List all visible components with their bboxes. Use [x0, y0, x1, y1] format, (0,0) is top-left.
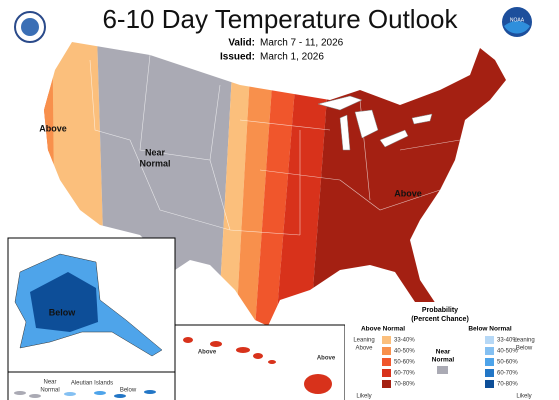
island [64, 392, 76, 396]
island [268, 360, 276, 364]
island [94, 391, 106, 395]
legend-leaning: Leaning [513, 338, 534, 344]
doc-logo-inner [21, 18, 39, 36]
legend-bin-label: 50-60% [497, 360, 518, 366]
label-hawaii-right: Above [317, 356, 336, 362]
legend-title: (Percent Chance) [411, 316, 469, 323]
legend-swatch [382, 369, 391, 377]
noaa-logo-text: NOAA [510, 17, 525, 23]
valid-label: Valid: [228, 38, 255, 49]
legend-bin-label: 50-60% [394, 360, 415, 366]
state-lines [89, 54, 461, 236]
aleutian-title: Aleutian Islands [71, 381, 113, 387]
legend-swatch [437, 366, 448, 374]
legend-bin-label: 70-80% [497, 382, 518, 388]
legend-bin-label: 33-40% [497, 338, 518, 344]
label-aleutian-near: Normal [40, 388, 59, 394]
label-hawaii-left: Above [198, 350, 217, 356]
legend-swatch [485, 358, 494, 366]
legend-swatch [382, 380, 391, 388]
label-west: Above [39, 123, 67, 133]
legend-bin-label: 60-70% [394, 371, 415, 377]
legend-likely: Likely [516, 394, 531, 400]
legend-leaning: Leaning [353, 338, 374, 344]
legend-swatch [382, 358, 391, 366]
island [14, 391, 26, 395]
alaska-region [30, 272, 98, 332]
legend-near: Near [436, 349, 451, 356]
legend-below-heading: Below Normal [468, 326, 512, 333]
hawaii [183, 337, 332, 394]
valid-dates: March 7 - 11, 2026 [260, 38, 344, 49]
label-aleutian-below: Below [120, 388, 137, 394]
legend-leaning: Below [516, 346, 533, 352]
legend-likely: Likely [356, 394, 371, 400]
island [183, 337, 193, 343]
legend-swatch [485, 347, 494, 355]
legend-bin-label: 33-40% [394, 338, 415, 344]
legend-bin-label: 60-70% [497, 371, 518, 377]
issued-date: March 1, 2026 [260, 52, 324, 63]
legend-bin-label: 40-50% [497, 349, 518, 355]
island [29, 394, 41, 398]
label-east: Above [394, 188, 422, 198]
legend-swatch [382, 347, 391, 355]
legend-above-heading: Above Normal [361, 326, 405, 333]
outlook-band [250, 42, 302, 326]
island [210, 341, 222, 347]
legend-swatch [485, 336, 494, 344]
legend-swatch [382, 336, 391, 344]
outlook-band [232, 42, 278, 326]
issued-label: Issued: [220, 52, 255, 63]
legend-swatch [485, 369, 494, 377]
legend-title: Probability [422, 307, 458, 314]
island [144, 390, 156, 394]
label-alaska: Below [49, 307, 77, 317]
island [253, 353, 263, 359]
label-aleutian-near: Near [43, 380, 56, 386]
noaa-logo-wave [504, 21, 530, 34]
title: 6-10 Day Temperature Outlook [102, 4, 458, 34]
label-center: Normal [139, 158, 170, 168]
aleutians [14, 390, 156, 398]
legend-box [345, 302, 559, 400]
legend-bin-label: 70-80% [394, 382, 415, 388]
great-lakes [317, 95, 433, 151]
island [236, 347, 250, 353]
legend-bin-label: 40-50% [394, 349, 415, 355]
legend-swatches: 33-40% 40-50% 50-60% 60-70% 70-80% 33-40% 40-5… [382, 336, 518, 388]
legend-near: Normal [432, 357, 455, 364]
label-center: Near [145, 147, 166, 157]
island [304, 374, 332, 394]
alaska [14, 253, 163, 357]
island [114, 394, 126, 398]
legend-swatch [485, 380, 494, 388]
legend-leaning: Above [355, 346, 373, 352]
